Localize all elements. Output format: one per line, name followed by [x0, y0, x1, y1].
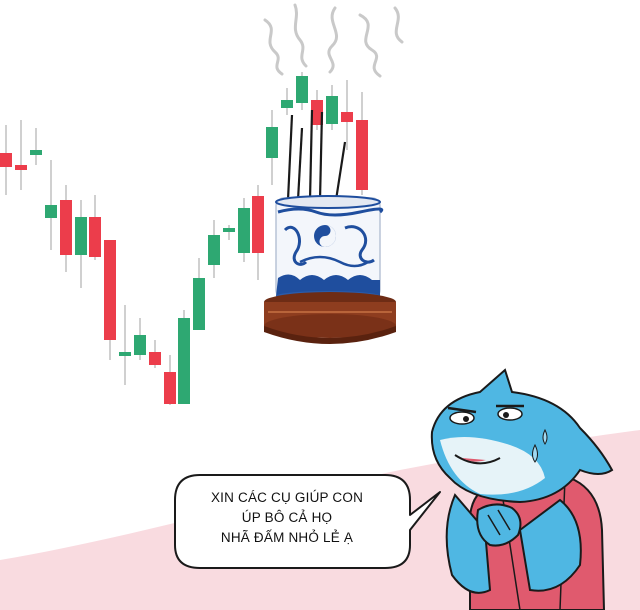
- candle-down: [252, 196, 264, 253]
- candle-down: [104, 240, 116, 340]
- candle-down: [341, 112, 353, 122]
- incense-smoke: [263, 3, 404, 78]
- candle-up: [178, 318, 190, 404]
- candle-down: [60, 200, 72, 255]
- candle-up: [193, 278, 205, 330]
- speech-bubble: [174, 474, 441, 569]
- candlestick-chart: [0, 72, 368, 405]
- candle-up: [223, 228, 235, 232]
- shark-mascot-icon: [430, 368, 614, 610]
- candle-up: [281, 100, 293, 108]
- speech-line-2: ÚP BÔ CẢ HỌ: [241, 510, 333, 525]
- incense-sticks: [286, 109, 347, 201]
- candle-up: [134, 335, 146, 355]
- candle-up: [326, 96, 338, 124]
- candle-up: [208, 235, 220, 265]
- candle-down: [311, 100, 323, 125]
- candle-down: [15, 165, 27, 170]
- candle-down: [356, 120, 368, 190]
- candle-down: [149, 352, 161, 365]
- candle-up: [75, 217, 87, 255]
- candle-down: [89, 217, 101, 257]
- wooden-stand: [264, 292, 396, 344]
- candle-down: [164, 372, 176, 404]
- speech-line-1: XIN CÁC CỤ GIÚP CON: [210, 490, 364, 505]
- candle-up: [238, 208, 250, 253]
- candle-down: [0, 153, 12, 167]
- speech-bubble-text: XIN CÁC CỤ GIÚP CON ÚP BÔ CẢ HỌ NHÃ ĐẤM …: [182, 488, 392, 548]
- candle-up: [119, 352, 131, 356]
- candle-up: [296, 76, 308, 103]
- candle-up: [266, 127, 278, 158]
- incense-urn-icon: [275, 195, 384, 301]
- candle-up: [45, 205, 57, 218]
- speech-line-3: NHÃ ĐẤM NHỎ LẺ Ạ: [220, 530, 354, 545]
- candle-up: [30, 150, 42, 155]
